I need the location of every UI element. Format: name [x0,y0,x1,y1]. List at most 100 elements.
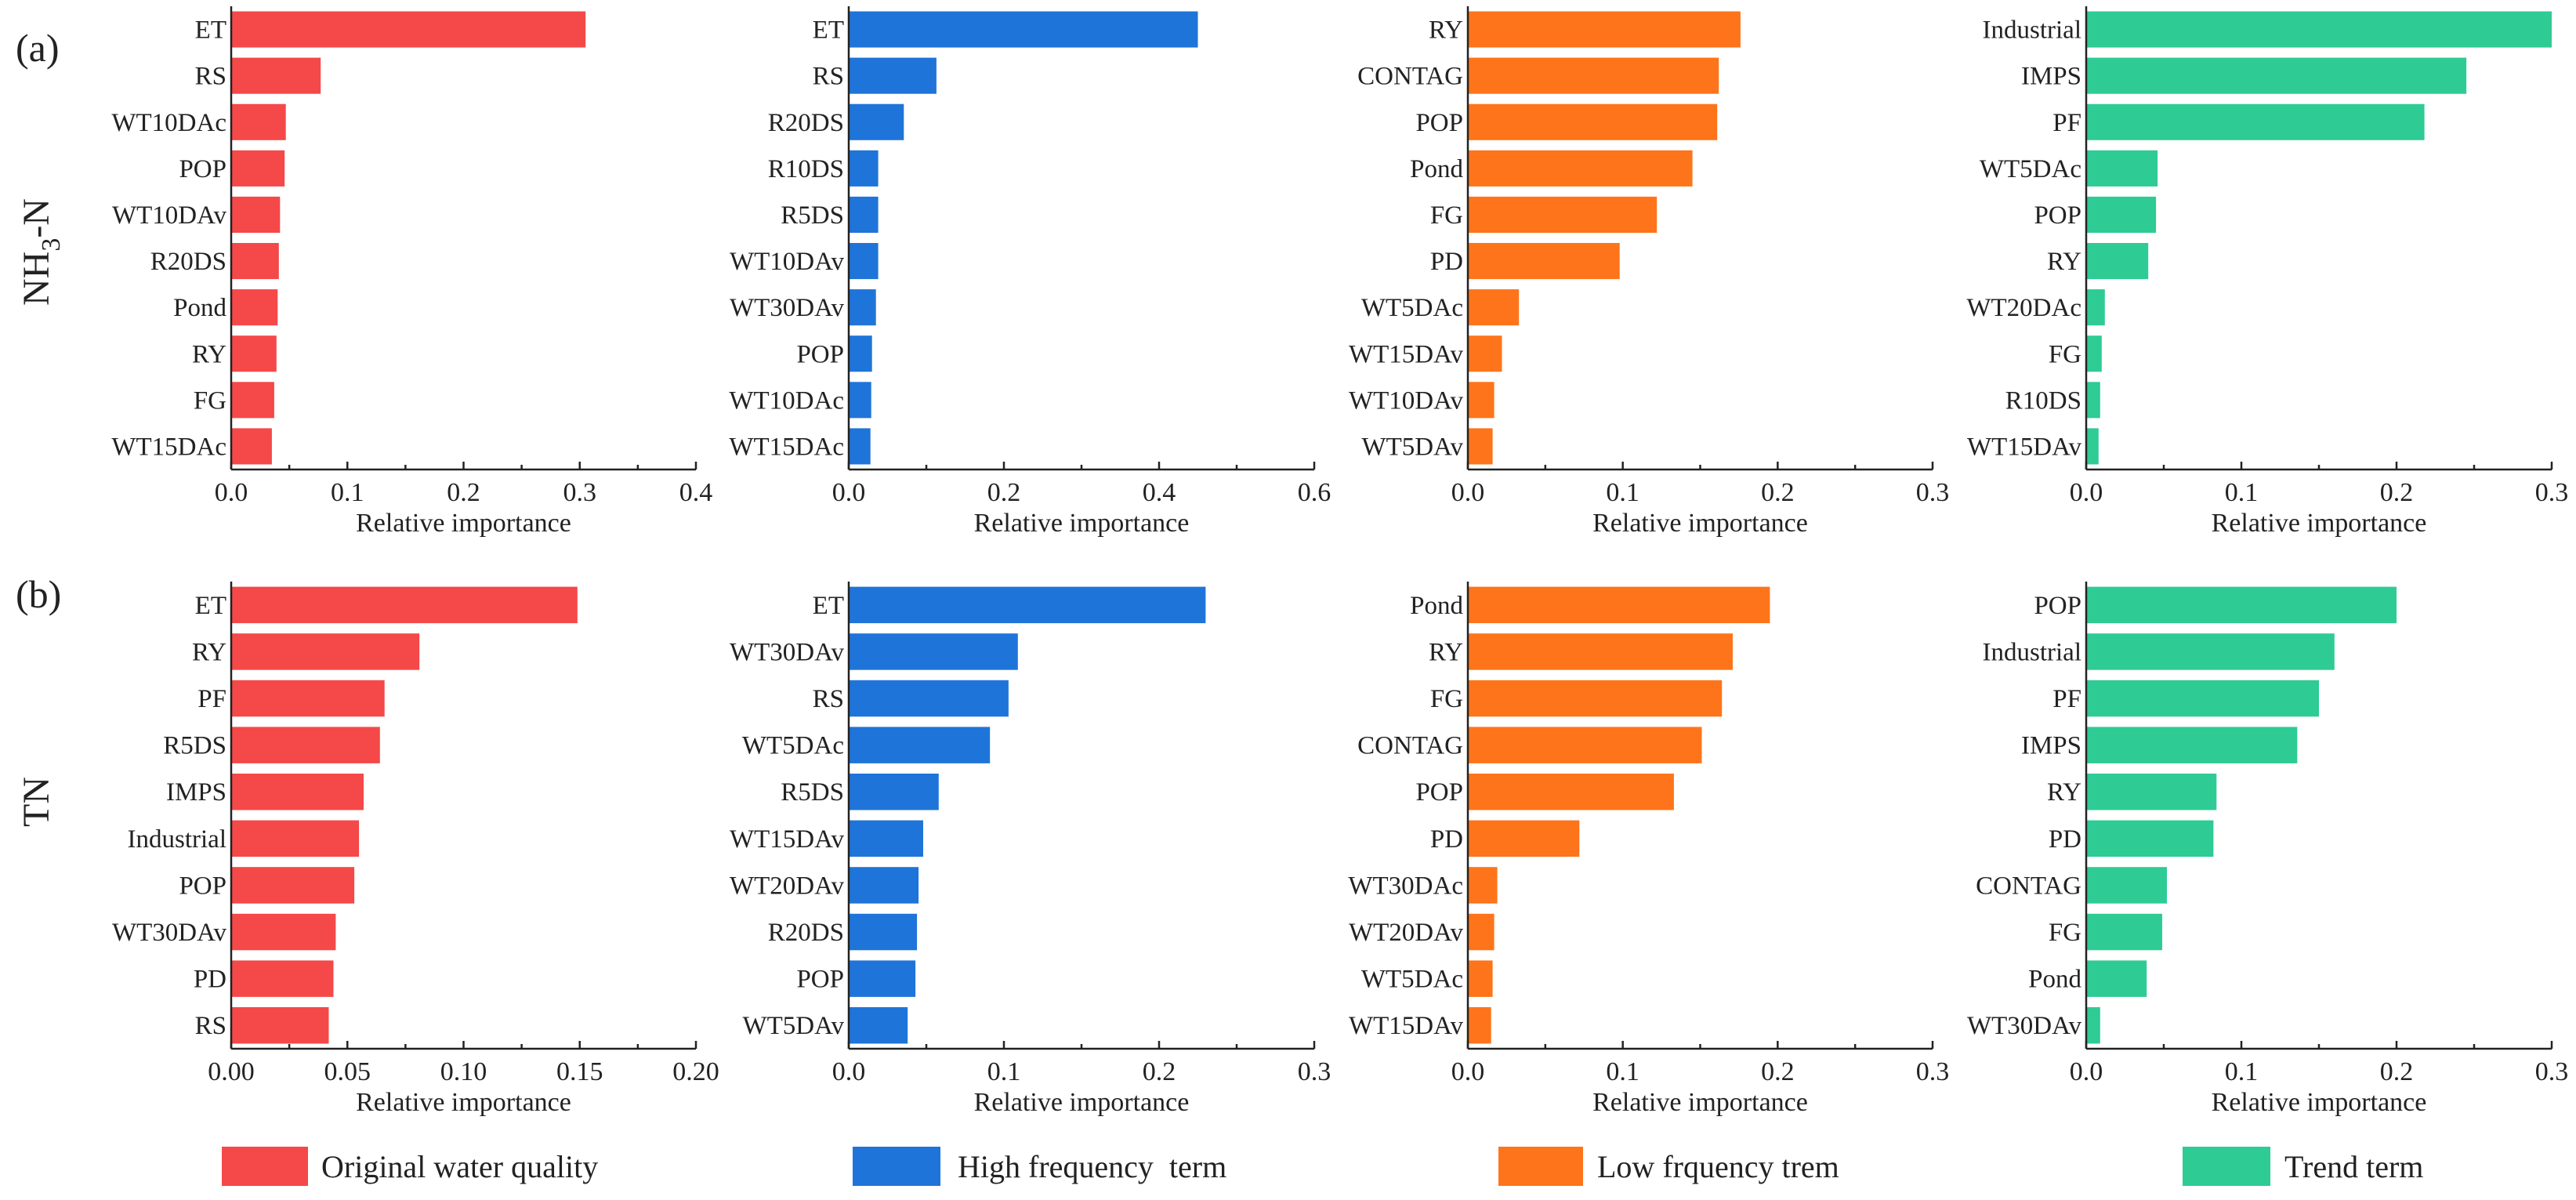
bar-r20ds [231,243,279,279]
legend-swatch-low [1498,1147,1583,1186]
category-label: CONTAG [1357,63,1463,91]
bar-ry [2086,774,2216,810]
bar-industrial [231,821,359,857]
bar-pd [231,960,334,997]
category-label: RS [195,63,226,91]
category-label: RS [195,1012,226,1040]
x-axis-title: Relative importance [356,509,571,538]
category-label: ET [195,592,226,620]
category-label: R5DS [781,201,844,230]
x-tick-label: 0.2 [1761,1057,1795,1086]
category-label: WT5DAv [742,1012,844,1040]
category-label: WT5DAc [1361,966,1463,994]
category-label: POP [1415,109,1463,137]
category-label: Pond [1410,592,1463,620]
category-label: Pond [1410,155,1463,183]
bar-pf [2086,680,2319,717]
category-label: R20DS [150,248,226,276]
x-tick-label: 0.3 [1298,1057,1331,1086]
bar-wt15dav [1468,1007,1491,1044]
category-label: RY [192,340,226,368]
category-label: R20DS [768,109,844,137]
category-label: WT5DAc [1361,294,1463,322]
bar-contag [1468,58,1719,94]
category-label: RY [2047,248,2081,276]
category-label: WT10DAv [1349,386,1464,415]
x-tick-label: 0.1 [987,1057,1021,1086]
bar-contag [1468,727,1702,763]
bar-wt30dav [849,633,1018,670]
category-label: R5DS [163,732,226,760]
x-tick-label: 0.20 [672,1057,719,1086]
category-label: POP [1415,778,1463,807]
legend-label-high: High frequency term [958,1149,1226,1184]
category-label: PF [2052,109,2081,137]
legend-label-trend: Trend term [2284,1149,2423,1184]
x-tick-label: 0.0 [1451,478,1485,507]
category-label: RS [813,63,844,91]
legend: Original water quality High frequency te… [222,1147,2423,1186]
legend-swatch-high [853,1147,940,1186]
category-label: WT15DAc [111,433,226,462]
bar-r5ds [231,727,380,763]
bar-rs [231,58,321,94]
category-label: WT10DAv [112,201,227,230]
row-label-nh3n-main: NH [16,252,57,306]
bar-ry [231,633,419,670]
chart-panel-0-2: RY CONTAG POP Pond FG PD WT5DAc WT15DAv WT10DAv W… [1349,6,1949,538]
legend-swatch-trend [2183,1147,2270,1186]
bar-r5ds [849,774,939,810]
bar-pd [1468,821,1579,857]
bar-pop [2086,197,2156,233]
category-label: WT15DAv [1349,1012,1464,1040]
bar-rs [849,680,1009,717]
category-label: WT15DAv [730,825,845,854]
category-label: ET [813,592,844,620]
x-tick-label: 0.2 [2380,478,2414,507]
x-tick-label: 0.4 [1143,478,1176,507]
x-tick-label: 0.1 [2225,1057,2259,1086]
category-label: CONTAG [1357,732,1463,760]
category-label: ET [813,16,844,45]
bar-r20ds [849,104,904,140]
category-label: PF [2052,685,2081,713]
category-label: WT5DAc [1980,155,2081,183]
bar-wt5dav [849,1007,908,1044]
bar-imps [2086,58,2466,94]
bar-pd [1468,243,1620,279]
x-tick-label: 0.15 [556,1057,603,1086]
category-label: RY [1429,16,1463,45]
category-label: IMPS [2021,732,2081,760]
bar-fg [1468,680,1722,717]
bar-pop [849,335,872,372]
x-tick-label: 0.3 [563,478,597,507]
bar-et [849,12,1198,48]
x-tick-label: 0.00 [208,1057,255,1086]
bar-imps [231,774,364,810]
category-label: PD [1430,248,1463,276]
chart-panel-1-2: Pond RY FG CONTAG POP PD WT30DAc WT20DAv WT5DAc W… [1348,582,1949,1117]
bar-wt15dav [1468,335,1502,372]
category-label: WT5DAv [1361,433,1463,462]
bar-wt15dac [231,428,272,464]
bar-et [231,587,578,624]
bar-pop [1468,774,1674,810]
bar-r10ds [849,150,879,187]
category-label: CONTAG [1976,872,2081,900]
x-tick-label: 0.3 [1916,1057,1950,1086]
x-tick-label: 0.0 [2070,478,2103,507]
category-label: POP [2034,592,2081,620]
bar-pop [1468,104,1717,140]
bar-contag [2086,867,2167,904]
bar-wt5dac [2086,150,2158,187]
chart-panel-1-1: ET WT30DAv RS WT5DAc R5DS WT15DAv WT20DAv R20DS… [730,582,1331,1117]
x-tick-label: 0.3 [1916,478,1950,507]
category-label: FG [2049,919,2081,947]
chart-panel-1-3: POP Industrial PF IMPS RY PD CONTAG FG Pond WT30D… [1967,582,2568,1117]
category-label: WT10DAc [729,386,844,415]
x-axis-title: Relative importance [1592,1088,1808,1117]
x-tick-label: 0.6 [1298,478,1331,507]
bar-pond [1468,587,1770,624]
category-label: PF [197,685,226,713]
x-tick-label: 0.05 [324,1057,371,1086]
